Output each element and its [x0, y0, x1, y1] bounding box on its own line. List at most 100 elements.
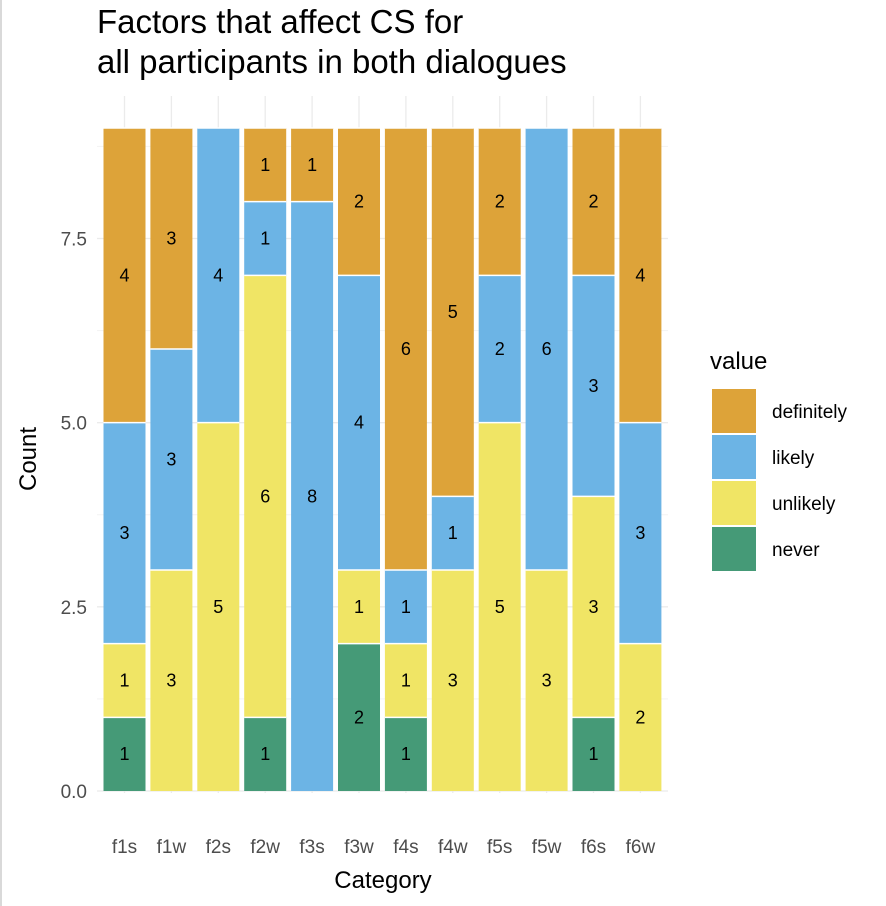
bar-segment-likely [572, 275, 615, 497]
bar-segment-definitely [244, 128, 287, 202]
bar-segment-unlikely [478, 422, 521, 791]
bar-value-label: 2 [354, 192, 364, 212]
legend-label-never: never [772, 540, 820, 561]
bar-segment-unlikely [572, 496, 615, 718]
bar-segment-unlikely [619, 643, 662, 791]
x-tick-label: f2s [206, 837, 231, 858]
bar-segment-definitely [384, 128, 427, 570]
x-tick-label: f6s [581, 837, 606, 858]
bar-segment-definitely [103, 128, 146, 423]
bar-value-label: 3 [635, 523, 645, 543]
legend-label-unlikely: unlikely [772, 494, 836, 515]
bar-segment-likely [291, 201, 334, 791]
bar-segment-unlikely [338, 570, 380, 644]
bar-value-label: 1 [260, 229, 270, 249]
y-tick-label: 2.5 [61, 598, 87, 619]
legend: value definitely likely unlikely never [710, 348, 847, 571]
legend-swatch-definitely [712, 389, 756, 433]
bar-value-label: 1 [401, 597, 411, 617]
bar-segment-likely [197, 128, 240, 423]
bar-value-label: 4 [213, 265, 223, 285]
bar-segment-likely [338, 275, 380, 570]
bar-value-label: 2 [354, 707, 364, 727]
bar-value-label: 6 [260, 486, 270, 506]
x-tick-label: f1w [157, 837, 187, 858]
x-tick-label: f4w [438, 837, 468, 858]
bar-value-label: 4 [119, 265, 129, 285]
bar-value-label: 2 [495, 339, 505, 359]
bar-segment-likely [525, 128, 568, 570]
bar-value-label: 2 [635, 707, 645, 727]
bar-segment-likely [384, 570, 427, 644]
bar-segment-never [103, 717, 146, 791]
bar-value-label: 3 [588, 597, 598, 617]
bar-segment-never [338, 643, 380, 791]
x-tick-label: f3s [299, 837, 324, 858]
bar-segment-likely [431, 496, 474, 570]
x-tick-label: f2w [250, 837, 280, 858]
x-tick-label: f5w [532, 837, 562, 858]
bar-value-label: 1 [354, 597, 364, 617]
bar-segment-definitely [291, 128, 334, 202]
bar-value-label: 3 [166, 671, 176, 691]
bar-value-label: 1 [260, 744, 270, 764]
bar-value-label: 3 [166, 450, 176, 470]
bar-segment-never [384, 717, 427, 791]
legend-title: value [710, 348, 767, 375]
bar-segment-definitely [431, 128, 474, 497]
bar-value-label: 1 [448, 523, 458, 543]
bar-segment-unlikely [431, 570, 474, 791]
bar-value-label: 3 [119, 523, 129, 543]
bar-value-label: 3 [542, 671, 552, 691]
bar-segment-definitely [478, 128, 521, 276]
bar-segment-likely [244, 201, 287, 276]
bar-value-label: 1 [260, 155, 270, 175]
bar-segment-unlikely [384, 643, 427, 718]
chart-title-line-2: all participants in both dialogues [97, 43, 567, 80]
bar-value-label: 8 [307, 486, 317, 506]
bar-value-label: 3 [448, 671, 458, 691]
bar-value-label: 1 [588, 744, 598, 764]
legend-label-definitely: definitely [772, 402, 847, 423]
legend-label-likely: likely [772, 448, 815, 469]
bar-value-label: 1 [119, 744, 129, 764]
bar-value-label: 5 [495, 597, 505, 617]
bar-value-label: 1 [401, 671, 411, 691]
bar-segment-unlikely [150, 570, 193, 791]
bar-value-label: 1 [307, 155, 317, 175]
legend-swatch-never [712, 527, 756, 571]
chart-title-line-1: Factors that affect CS for [97, 3, 464, 40]
bar-value-label: 3 [166, 229, 176, 249]
bar-value-label: 1 [119, 671, 129, 691]
bar-value-label: 4 [354, 413, 364, 433]
y-tick-label: 5.0 [61, 414, 87, 435]
x-tick-label: f1s [112, 837, 137, 858]
bar-segment-definitely [150, 128, 193, 349]
bar-segment-likely [478, 275, 521, 423]
x-tick-label: f6w [626, 837, 656, 858]
x-axis-title: Category [334, 867, 431, 894]
x-tick-label: f4s [393, 837, 418, 858]
bar-segment-unlikely [197, 422, 240, 791]
bar-segment-definitely [338, 128, 380, 276]
bar-segment-likely [103, 422, 146, 644]
y-axis-title: Count [15, 427, 42, 491]
bar-value-label: 3 [588, 376, 598, 396]
bar-segment-never [572, 717, 615, 791]
bar-value-label: 4 [635, 265, 645, 285]
y-tick-label: 7.5 [61, 230, 87, 251]
y-tick-label: 0.0 [61, 782, 87, 803]
chart-title: Factors that affect CS for all participa… [97, 2, 567, 82]
bar-segment-never [244, 717, 287, 791]
bar-value-label: 5 [213, 597, 223, 617]
bar-segment-unlikely [525, 570, 568, 791]
bar-segment-definitely [619, 128, 662, 423]
bar-value-label: 6 [401, 339, 411, 359]
bar-value-label: 6 [542, 339, 552, 359]
legend-swatch-unlikely [712, 481, 756, 525]
bar-value-label: 2 [495, 192, 505, 212]
bar-value-label: 5 [448, 302, 458, 322]
bar-value-label: 2 [588, 192, 598, 212]
